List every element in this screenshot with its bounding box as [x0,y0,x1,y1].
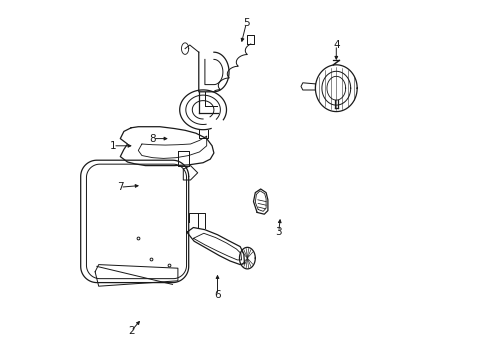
Text: 3: 3 [275,227,282,237]
Text: 2: 2 [127,326,134,336]
Text: 8: 8 [149,134,156,144]
Text: 6: 6 [214,290,221,300]
Text: 5: 5 [243,18,249,28]
Text: 1: 1 [110,141,116,151]
Text: 4: 4 [332,40,339,50]
Text: 7: 7 [117,182,123,192]
